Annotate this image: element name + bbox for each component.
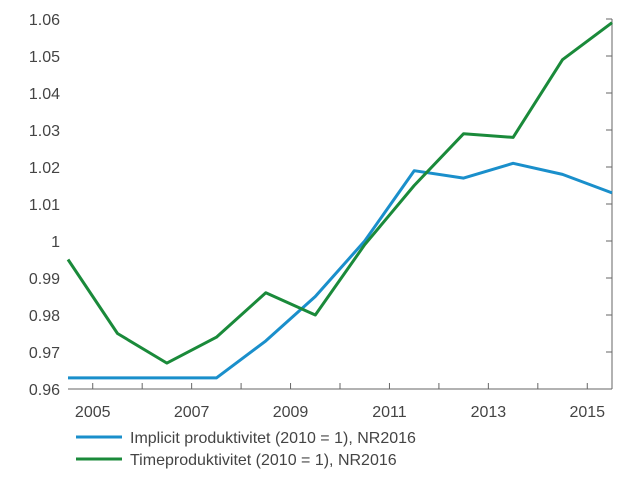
legend-label-2: Timeproduktivitet (2010 = 1), NR2016 xyxy=(130,452,397,469)
x-tick-label: 2015 xyxy=(569,404,605,421)
x-axis-ticks: 2005 2007 2009 2011 2013 2015 xyxy=(75,383,605,421)
x-tick-label: 2013 xyxy=(471,404,507,421)
y-tick-label: 1.03 xyxy=(29,123,60,140)
x-tick-label: 2007 xyxy=(174,404,210,421)
y-tick-label: 1 xyxy=(51,234,60,251)
y-tick-label: 1.06 xyxy=(29,12,60,29)
y-tick-label: 1.05 xyxy=(29,49,60,66)
y-tick-label: 0.96 xyxy=(29,382,60,399)
y-tick-label: 1.04 xyxy=(29,86,60,103)
series-line-1 xyxy=(68,161,613,380)
x-tick-label: 2011 xyxy=(372,404,407,421)
series-lines xyxy=(66,21,613,380)
x-tick-label: 2005 xyxy=(75,404,111,421)
legend: Implicit produktivitet (2010 = 1), NR201… xyxy=(76,430,416,469)
y-axis-ticks: 0.96 0.97 0.98 0.99 1 1.01 1.02 1.03 1.04 1.05 1.0… xyxy=(29,12,612,399)
y-tick-label: 1.02 xyxy=(29,160,60,177)
x-tick-label: 2009 xyxy=(273,404,309,421)
y-tick-label: 0.97 xyxy=(29,345,60,362)
y-tick-label: 1.01 xyxy=(29,197,60,214)
y-tick-label: 0.98 xyxy=(29,308,60,325)
legend-label-1: Implicit produktivitet (2010 = 1), NR201… xyxy=(130,430,416,447)
y-tick-label: 0.99 xyxy=(29,271,60,288)
series-line-2 xyxy=(66,21,613,365)
axes xyxy=(68,19,613,390)
